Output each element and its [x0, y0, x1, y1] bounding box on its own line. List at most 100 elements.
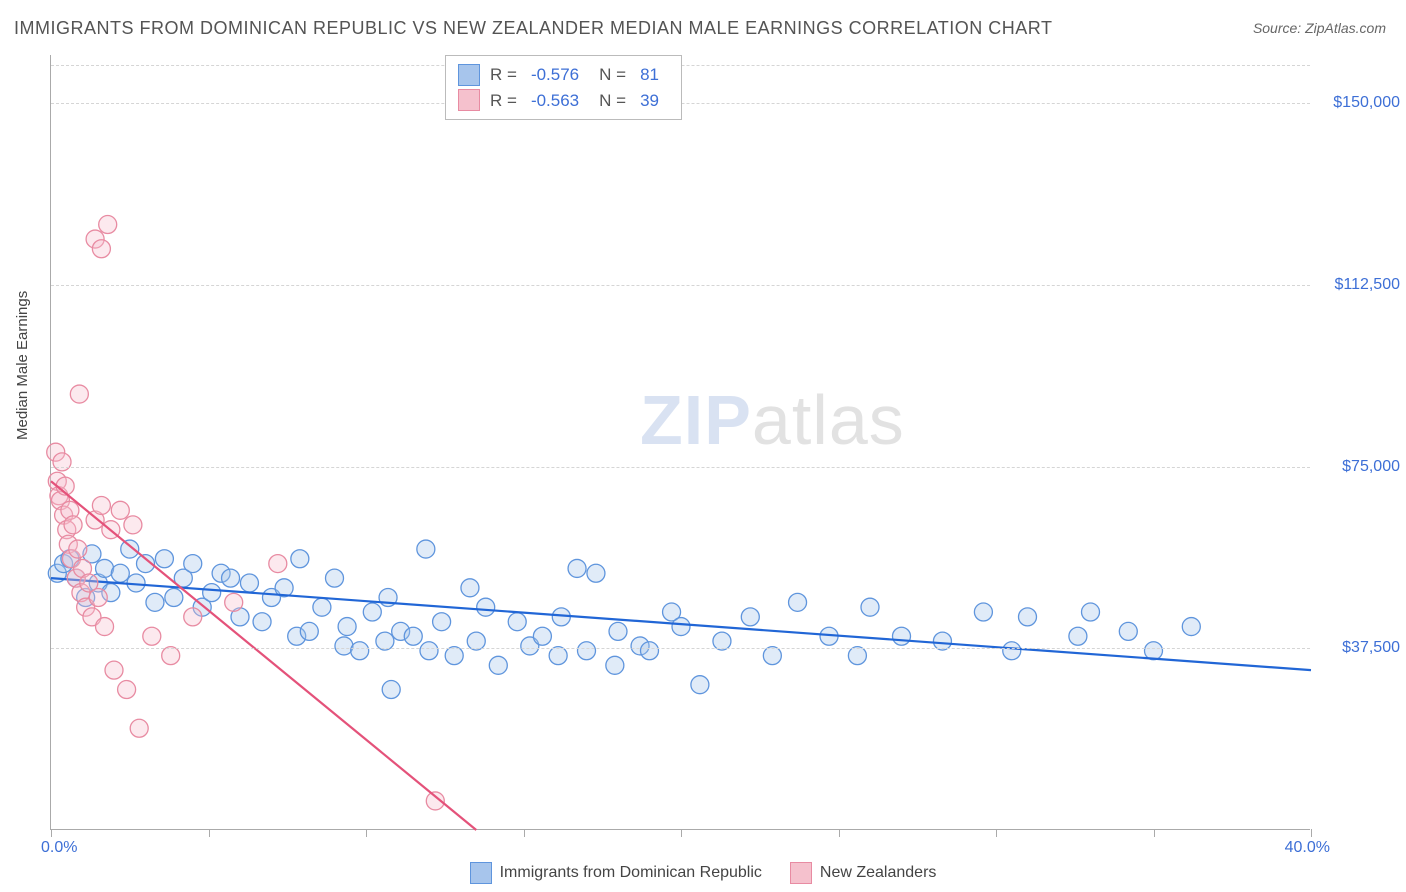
data-point: [253, 613, 271, 631]
data-point: [1019, 608, 1037, 626]
data-point: [1069, 627, 1087, 645]
data-point: [240, 574, 258, 592]
x-tick: [209, 829, 210, 837]
y-tick-label: $75,000: [1320, 458, 1400, 476]
data-point: [105, 661, 123, 679]
data-point: [165, 589, 183, 607]
legend-item: Immigrants from Dominican Republic: [470, 862, 762, 884]
data-point: [578, 642, 596, 660]
chart-svg: [51, 55, 1310, 829]
legend-swatch: [458, 89, 480, 111]
n-value: 81: [640, 62, 659, 88]
legend-label: Immigrants from Dominican Republic: [500, 864, 762, 882]
n-label: N =: [599, 62, 626, 88]
n-label: N =: [599, 88, 626, 114]
source-credit: Source: ZipAtlas.com: [1253, 20, 1386, 36]
data-point: [143, 627, 161, 645]
y-tick-label: $112,500: [1320, 276, 1400, 294]
data-point: [477, 598, 495, 616]
data-point: [974, 603, 992, 621]
data-point: [64, 516, 82, 534]
legend-row: R = -0.576 N = 81: [458, 62, 669, 88]
data-point: [269, 555, 287, 573]
data-point: [461, 579, 479, 597]
data-point: [417, 540, 435, 558]
regression-line: [51, 481, 476, 830]
x-axis-min-label: 0.0%: [41, 839, 77, 857]
plot-area: $37,500$75,000$112,500$150,0000.0%40.0%: [50, 55, 1310, 830]
r-label: R =: [490, 62, 517, 88]
data-point: [351, 642, 369, 660]
data-point: [672, 618, 690, 636]
x-axis-max-label: 40.0%: [1285, 839, 1330, 857]
data-point: [587, 564, 605, 582]
data-point: [92, 240, 110, 258]
data-point: [111, 564, 129, 582]
data-point: [568, 559, 586, 577]
data-point: [326, 569, 344, 587]
series-legend: Immigrants from Dominican Republic New Ze…: [0, 862, 1406, 884]
data-point: [489, 656, 507, 674]
n-value: 39: [640, 88, 659, 114]
data-point: [184, 555, 202, 573]
data-point: [382, 681, 400, 699]
data-point: [53, 453, 71, 471]
data-point: [1003, 642, 1021, 660]
x-tick: [524, 829, 525, 837]
data-point: [99, 216, 117, 234]
data-point: [1119, 622, 1137, 640]
data-point: [893, 627, 911, 645]
data-point: [111, 501, 129, 519]
data-point: [69, 540, 87, 558]
data-point: [313, 598, 331, 616]
x-tick: [1154, 829, 1155, 837]
data-point: [609, 622, 627, 640]
data-point: [89, 589, 107, 607]
data-point: [1145, 642, 1163, 660]
data-point: [533, 627, 551, 645]
data-point: [789, 593, 807, 611]
data-point: [222, 569, 240, 587]
data-point: [300, 622, 318, 640]
data-point: [146, 593, 164, 611]
data-point: [118, 681, 136, 699]
chart-title: IMMIGRANTS FROM DOMINICAN REPUBLIC VS NE…: [14, 18, 1052, 39]
data-point: [861, 598, 879, 616]
x-tick: [681, 829, 682, 837]
r-value: -0.576: [531, 62, 579, 88]
data-point: [363, 603, 381, 621]
y-tick-label: $150,000: [1320, 94, 1400, 112]
legend-label: New Zealanders: [820, 864, 937, 882]
gridline: [51, 467, 1310, 468]
data-point: [433, 613, 451, 631]
r-value: -0.563: [531, 88, 579, 114]
legend-swatch: [458, 64, 480, 86]
data-point: [92, 496, 110, 514]
data-point: [1082, 603, 1100, 621]
data-point: [96, 618, 114, 636]
data-point: [691, 676, 709, 694]
data-point: [1182, 618, 1200, 636]
y-axis-label: Median Male Earnings: [14, 291, 31, 440]
data-point: [291, 550, 309, 568]
y-tick-label: $37,500: [1320, 639, 1400, 657]
data-point: [70, 385, 88, 403]
x-tick: [839, 829, 840, 837]
data-point: [124, 516, 142, 534]
data-point: [641, 642, 659, 660]
data-point: [184, 608, 202, 626]
legend-swatch: [790, 862, 812, 884]
data-point: [155, 550, 173, 568]
legend-swatch: [470, 862, 492, 884]
data-point: [225, 593, 243, 611]
x-tick: [366, 829, 367, 837]
data-point: [420, 642, 438, 660]
x-tick: [1311, 829, 1312, 837]
data-point: [121, 540, 139, 558]
data-point: [338, 618, 356, 636]
r-label: R =: [490, 88, 517, 114]
data-point: [130, 719, 148, 737]
correlation-legend: R = -0.576 N = 81 R = -0.563 N = 39: [445, 55, 682, 120]
data-point: [741, 608, 759, 626]
legend-row: R = -0.563 N = 39: [458, 88, 669, 114]
